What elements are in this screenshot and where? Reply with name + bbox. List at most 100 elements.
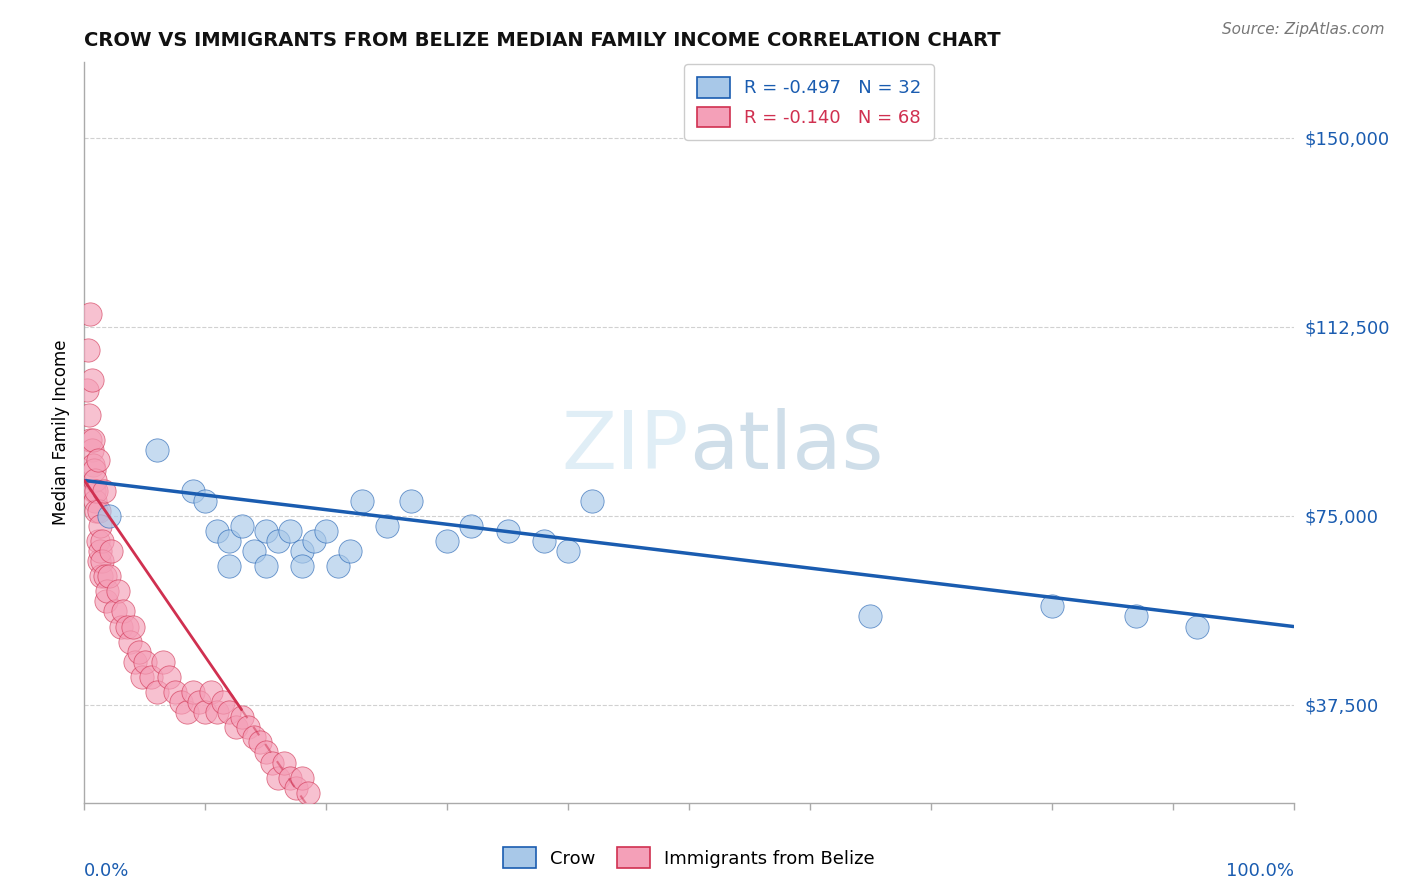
Point bbox=[496, 524, 519, 538]
Point bbox=[339, 544, 361, 558]
Point bbox=[278, 524, 301, 538]
Text: CROW VS IMMIGRANTS FROM BELIZE MEDIAN FAMILY INCOME CORRELATION CHART: CROW VS IMMIGRANTS FROM BELIZE MEDIAN FA… bbox=[84, 30, 1001, 50]
Point bbox=[86, 533, 108, 548]
Point bbox=[188, 695, 211, 709]
Point bbox=[1125, 609, 1147, 624]
Point bbox=[194, 705, 217, 719]
Point bbox=[87, 504, 110, 518]
Point bbox=[124, 655, 146, 669]
Point bbox=[194, 493, 217, 508]
Text: 100.0%: 100.0% bbox=[1226, 862, 1294, 880]
Point bbox=[200, 685, 222, 699]
Point bbox=[84, 493, 107, 508]
Point bbox=[152, 655, 174, 669]
Point bbox=[291, 771, 314, 785]
Point bbox=[97, 569, 120, 583]
Point bbox=[460, 518, 482, 533]
Point bbox=[77, 343, 100, 357]
Point bbox=[84, 474, 107, 488]
Point bbox=[254, 524, 277, 538]
Point bbox=[79, 307, 101, 321]
Point bbox=[94, 594, 117, 608]
Point bbox=[131, 670, 153, 684]
Point bbox=[134, 655, 156, 669]
Point bbox=[242, 544, 264, 558]
Text: Source: ZipAtlas.com: Source: ZipAtlas.com bbox=[1222, 22, 1385, 37]
Point bbox=[218, 705, 240, 719]
Point bbox=[181, 483, 204, 498]
Point bbox=[93, 483, 115, 498]
Point bbox=[207, 705, 229, 719]
Point bbox=[115, 619, 138, 633]
Point bbox=[104, 604, 127, 618]
Point bbox=[82, 458, 104, 473]
Point bbox=[80, 443, 103, 458]
Point bbox=[76, 383, 98, 397]
Point bbox=[112, 604, 135, 618]
Point bbox=[1040, 599, 1063, 614]
Point bbox=[302, 533, 325, 548]
Point bbox=[249, 735, 271, 749]
Y-axis label: Median Family Income: Median Family Income bbox=[52, 340, 70, 525]
Point bbox=[315, 524, 337, 538]
Point bbox=[97, 508, 120, 523]
Point bbox=[107, 584, 129, 599]
Point bbox=[557, 544, 579, 558]
Text: 0.0%: 0.0% bbox=[84, 862, 129, 880]
Point bbox=[533, 533, 555, 548]
Point bbox=[87, 554, 110, 568]
Point bbox=[399, 493, 422, 508]
Point bbox=[176, 705, 198, 719]
Point bbox=[89, 544, 111, 558]
Point bbox=[94, 569, 117, 583]
Point bbox=[79, 433, 101, 447]
Point bbox=[146, 443, 169, 458]
Point bbox=[139, 670, 162, 684]
Point bbox=[273, 756, 295, 770]
Point bbox=[267, 771, 290, 785]
Point bbox=[218, 533, 240, 548]
Text: ZIP: ZIP bbox=[561, 409, 689, 486]
Point bbox=[236, 720, 259, 734]
Point bbox=[100, 544, 122, 558]
Point bbox=[89, 518, 111, 533]
Point bbox=[165, 685, 187, 699]
Point bbox=[82, 433, 104, 447]
Point bbox=[231, 518, 253, 533]
Point bbox=[1185, 619, 1208, 633]
Point bbox=[86, 504, 108, 518]
Point bbox=[96, 584, 118, 599]
Point bbox=[170, 695, 193, 709]
Point bbox=[121, 619, 143, 633]
Point bbox=[291, 559, 314, 574]
Point bbox=[352, 493, 374, 508]
Point bbox=[83, 483, 105, 498]
Point bbox=[581, 493, 603, 508]
Point bbox=[375, 518, 398, 533]
Point bbox=[297, 786, 319, 800]
Point bbox=[90, 569, 112, 583]
Point bbox=[86, 453, 108, 467]
Point bbox=[91, 554, 114, 568]
Point bbox=[284, 780, 308, 795]
Legend: Crow, Immigrants from Belize: Crow, Immigrants from Belize bbox=[496, 840, 882, 875]
Point bbox=[260, 756, 283, 770]
Point bbox=[157, 670, 180, 684]
Point bbox=[328, 559, 350, 574]
Point bbox=[291, 544, 314, 558]
Point bbox=[86, 483, 108, 498]
Point bbox=[146, 685, 169, 699]
Point bbox=[83, 463, 105, 477]
Point bbox=[231, 710, 253, 724]
Point bbox=[254, 746, 277, 760]
Point bbox=[212, 695, 235, 709]
Text: atlas: atlas bbox=[689, 409, 883, 486]
Point bbox=[181, 685, 204, 699]
Point bbox=[80, 373, 103, 387]
Point bbox=[859, 609, 882, 624]
Point bbox=[254, 559, 277, 574]
Point bbox=[267, 533, 290, 548]
Point bbox=[120, 634, 142, 648]
Point bbox=[225, 720, 247, 734]
Point bbox=[242, 731, 264, 745]
